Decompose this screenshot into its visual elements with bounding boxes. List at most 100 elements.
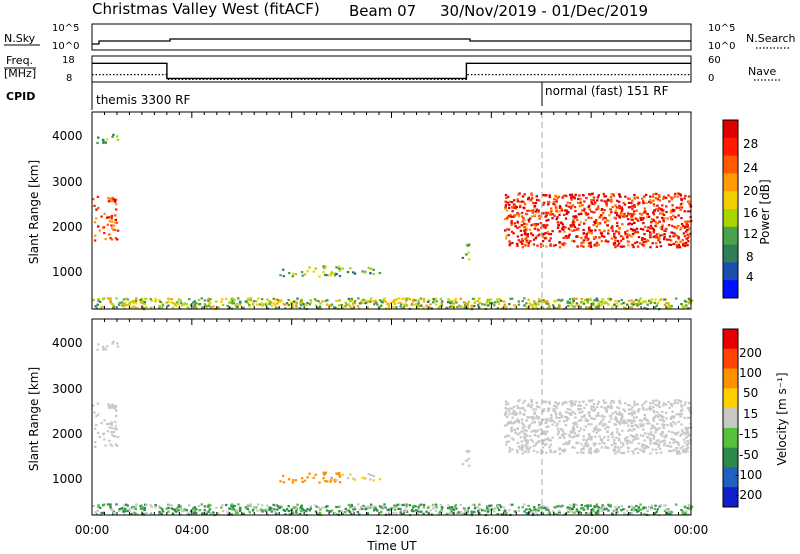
power-cell xyxy=(663,238,666,241)
velocity-cell xyxy=(669,402,673,406)
power-cell xyxy=(635,217,638,220)
power-cell xyxy=(282,268,285,271)
power-cell xyxy=(659,212,662,215)
power-cell xyxy=(683,244,686,247)
power-cell xyxy=(649,236,652,239)
power-cell xyxy=(338,304,341,307)
power-cell xyxy=(677,225,680,228)
power-cell xyxy=(610,237,614,240)
velocity-cell xyxy=(195,508,198,511)
power-cell xyxy=(548,195,551,199)
power-cell xyxy=(623,306,626,309)
power-cell xyxy=(530,215,534,218)
power-cell xyxy=(679,206,682,209)
power-cell xyxy=(586,238,589,241)
velocity-cell xyxy=(318,511,322,514)
power-cell xyxy=(514,205,517,208)
power-cell xyxy=(618,194,621,197)
power-cell xyxy=(288,271,291,275)
power-cell xyxy=(677,214,680,217)
power-cell xyxy=(603,235,606,238)
power-cell xyxy=(548,306,551,309)
velocity-cell xyxy=(471,503,475,506)
power-cell xyxy=(591,202,594,205)
velocity-cell xyxy=(364,508,367,511)
power-cell xyxy=(528,209,531,212)
power-cell xyxy=(301,301,304,304)
power-cell xyxy=(551,230,554,233)
power-cell xyxy=(620,209,624,212)
velocity-cell xyxy=(616,446,619,449)
power-cell xyxy=(567,210,570,214)
power-cell xyxy=(478,297,481,300)
velocity-cell xyxy=(652,437,655,440)
power-cell xyxy=(325,303,329,306)
power-cell xyxy=(266,298,269,301)
power-cell xyxy=(207,299,210,302)
power-cell xyxy=(596,207,600,210)
power-cell xyxy=(382,298,385,302)
power-cell xyxy=(497,299,500,302)
velocity-cell xyxy=(633,403,636,407)
velocity-cell xyxy=(654,512,657,515)
velocity-cell xyxy=(296,503,299,506)
velocity-cell xyxy=(498,504,501,507)
velocity-cell xyxy=(434,503,438,506)
velocity-cell xyxy=(616,511,619,514)
power-cell xyxy=(179,299,182,302)
power-cell xyxy=(135,297,138,300)
velocity-cell xyxy=(256,503,260,506)
velocity-cell xyxy=(231,508,234,511)
power-cell xyxy=(508,244,511,247)
power-cell xyxy=(96,141,99,145)
velocity-cell xyxy=(652,434,655,437)
velocity-cell xyxy=(621,414,624,417)
power-cell xyxy=(635,209,638,212)
velocity-cell xyxy=(366,512,369,515)
velocity-cell xyxy=(517,445,521,448)
velocity-cell xyxy=(580,419,583,422)
power-cell xyxy=(584,219,588,222)
power-cell xyxy=(589,244,592,247)
velocity-cell xyxy=(679,434,682,437)
velocity-cell xyxy=(470,510,473,513)
power-cell xyxy=(688,227,691,230)
velocity-cell xyxy=(641,449,644,452)
power-cell xyxy=(308,266,311,269)
power-cell xyxy=(673,226,676,229)
velocity-cell xyxy=(514,431,517,434)
power-cell xyxy=(630,235,633,238)
velocity-cell xyxy=(630,508,634,511)
velocity-cell xyxy=(370,474,373,477)
power-cbar-tick-24: 24 xyxy=(743,161,758,175)
power-cell xyxy=(114,214,117,217)
power-cell xyxy=(578,205,581,208)
power-cell xyxy=(672,242,675,245)
velocity-cell xyxy=(672,416,675,419)
power-cell xyxy=(604,195,608,198)
power-cell xyxy=(324,273,327,276)
power-cell xyxy=(559,221,563,224)
velocity-cell xyxy=(512,411,515,415)
velocity-cell xyxy=(628,440,631,443)
power-cell xyxy=(254,300,258,303)
velocity-cell xyxy=(650,427,653,430)
power-cell xyxy=(93,221,97,224)
power-cell xyxy=(410,303,414,306)
power-cell xyxy=(656,222,659,225)
power-cell xyxy=(121,304,124,307)
velocity-cell xyxy=(516,441,520,444)
velocity-cell xyxy=(528,424,532,427)
velocity-cell xyxy=(94,511,97,514)
power-cell xyxy=(374,301,377,304)
velocity-cell xyxy=(358,508,362,511)
velocity-cell xyxy=(110,430,113,433)
velocity-cell xyxy=(604,423,607,426)
power-cell xyxy=(384,300,387,303)
power-cell xyxy=(338,274,342,278)
power-cell xyxy=(548,194,551,197)
velocity-cell xyxy=(636,437,640,440)
power-cell xyxy=(505,234,508,237)
velocity-cell xyxy=(582,416,586,419)
velocity-cell xyxy=(466,450,469,454)
